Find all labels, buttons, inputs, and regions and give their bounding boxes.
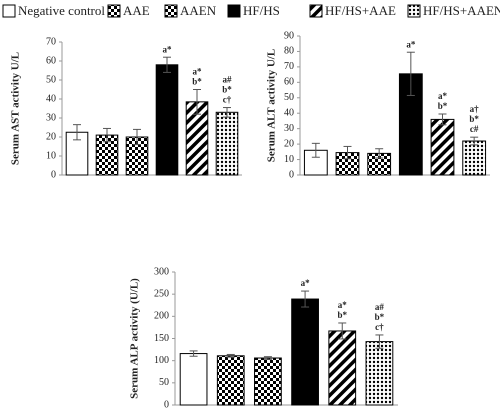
y-tick-label: 150 [154, 333, 169, 344]
bar [462, 140, 487, 176]
legend-label: Negative control [18, 3, 105, 18]
significance-label: a# [375, 302, 385, 312]
y-tick-label: 30 [46, 112, 56, 123]
bar [216, 355, 245, 406]
y-tick-label: 50 [159, 377, 169, 388]
significance-label: c# [470, 124, 479, 134]
bar [328, 330, 357, 406]
significance-label: b* [375, 312, 385, 322]
significance-label: a* [438, 91, 448, 101]
y-tick-label: 200 [154, 311, 169, 322]
y-tick-label: 50 [284, 92, 294, 103]
bar [215, 111, 239, 176]
y-axis-label: Serum AST activity U/L [10, 52, 22, 165]
bar [155, 64, 179, 176]
legend-swatch [107, 4, 121, 18]
significance-label: b* [337, 310, 347, 320]
significance-label: a† [470, 104, 480, 114]
y-tick-label: 40 [284, 108, 294, 119]
y-tick-label: 70 [46, 36, 56, 47]
y-tick-label: 10 [284, 154, 294, 165]
y-tick-label: 0 [289, 169, 294, 180]
bar [254, 357, 282, 406]
y-tick-label: 60 [284, 77, 294, 88]
y-axis-label: Serum ALP activity (U/L) [129, 278, 141, 399]
y-axis-label: Serum ALT activity U/L [266, 49, 278, 162]
y-tick-label: 40 [46, 93, 56, 104]
significance-label: a* [163, 44, 173, 54]
y-tick-label: 250 [154, 288, 169, 299]
significance-label: b* [192, 77, 202, 87]
y-tick-label: 90 [284, 30, 294, 41]
significance-label: a# [223, 75, 233, 85]
y-tick-label: 10 [46, 150, 56, 161]
bar [179, 353, 208, 406]
y-tick-label: 20 [46, 131, 56, 142]
significance-label: c† [223, 95, 232, 105]
legend-label: HF/HS [243, 3, 280, 18]
y-tick-label: 50 [46, 74, 56, 85]
bar [430, 118, 455, 176]
legend-swatch [309, 4, 323, 18]
y-tick-label: 0 [164, 399, 169, 410]
significance-label: b* [469, 114, 479, 124]
legend-label: AAE [123, 3, 150, 18]
y-tick-label: 70 [284, 61, 294, 72]
significance-label: a* [301, 278, 311, 288]
bar [365, 341, 394, 406]
significance-label: a* [193, 67, 203, 77]
significance-label: b* [222, 85, 232, 95]
legend-swatch [407, 4, 421, 18]
y-tick-label: 20 [284, 138, 294, 149]
y-tick-label: 300 [154, 266, 169, 277]
y-tick-label: 0 [51, 169, 56, 180]
legend-swatch [2, 4, 16, 18]
y-tick-label: 60 [46, 55, 56, 66]
legend-swatch [164, 4, 178, 18]
y-tick-label: 80 [284, 46, 294, 57]
significance-label: a* [406, 39, 416, 49]
bar [291, 298, 319, 406]
significance-label: c† [375, 322, 384, 332]
significance-label: a* [338, 300, 348, 310]
y-tick-label: 30 [284, 123, 294, 134]
legend-label: HF/HS+AAE [325, 3, 396, 18]
legend-label: AAEN [180, 3, 217, 18]
legend-swatch [227, 4, 241, 18]
y-tick-label: 100 [154, 355, 169, 366]
legend-label: HF/HS+AAEN [423, 3, 500, 18]
significance-label: b* [438, 101, 448, 111]
